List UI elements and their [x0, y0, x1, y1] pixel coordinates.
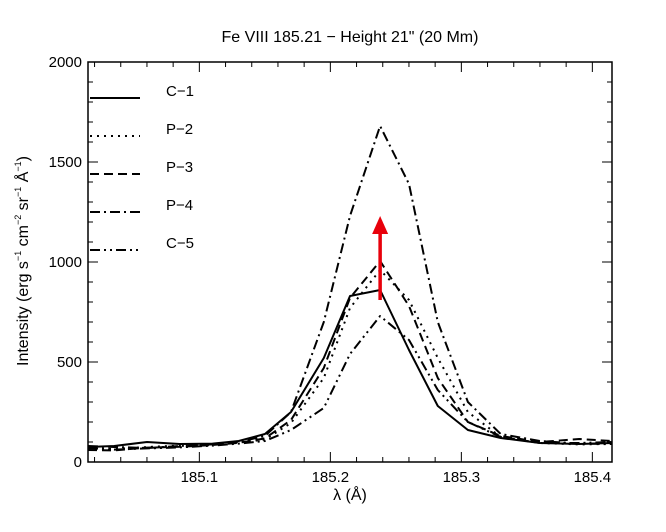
y-tick-label: 1000: [49, 254, 82, 271]
y-tick-label: 500: [57, 354, 82, 371]
plot-area: 185.1 185.2 185.3 185.4 0 500 1000 1500 2000: [49, 54, 613, 486]
series-line-3: [87, 260, 613, 452]
y-tick-label: 0: [74, 454, 82, 471]
y-tick-label: 2000: [49, 54, 82, 71]
x-tick-label: 185.2: [312, 469, 350, 486]
annotation-arrow-head: [372, 216, 389, 234]
chart-title: Fe VIII 185.21 − Height 21" (20 Mm): [222, 29, 479, 46]
x-tick-label: 185.3: [443, 469, 481, 486]
series-line-5: [87, 315, 613, 451]
y-axis-label: Intensity (erg s−1 cm−2 sr−1 Å−1): [13, 156, 32, 366]
legend-label-1: C−1: [166, 83, 194, 100]
legend-label-3: P−3: [166, 159, 193, 176]
x-axis-label: λ (Å): [333, 485, 367, 504]
legend-label-5: C−5: [166, 235, 194, 252]
legend-label-2: P−2: [166, 121, 193, 138]
legend-label-4: P−4: [166, 197, 193, 214]
series-line-4: [87, 125, 613, 449]
x-tick-label: 185.1: [181, 469, 219, 486]
y-tick-label: 1500: [49, 154, 82, 171]
x-tick-label: 185.4: [574, 469, 612, 486]
legend: C−1 P−2 P−3 P−4 C−5: [90, 83, 194, 252]
series-line-1: [87, 289, 613, 448]
